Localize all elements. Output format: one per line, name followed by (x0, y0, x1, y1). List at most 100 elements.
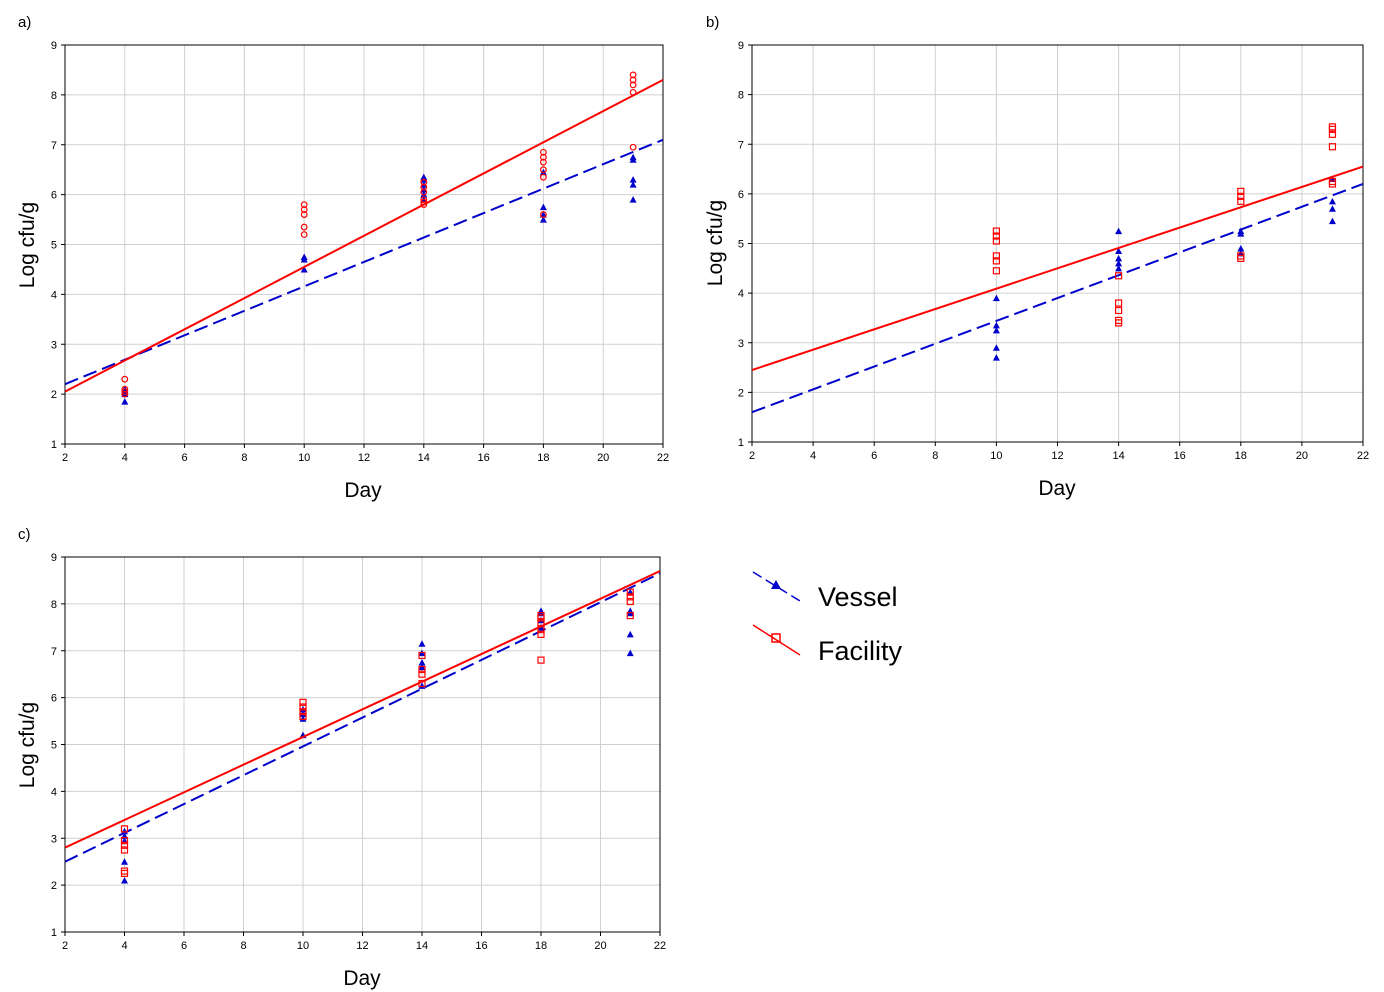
data-point-facility (626, 593, 634, 601)
fit-line-vessel (65, 572, 660, 863)
y-tick-label: 5 (738, 239, 744, 251)
y-tick-label: 2 (738, 387, 744, 399)
data-point-facility (626, 611, 634, 620)
x-tick-label: 22 (657, 452, 669, 464)
y-tick-label: 2 (51, 880, 57, 892)
data-point-facility (121, 385, 129, 393)
data-point-vessel (992, 344, 1000, 351)
data-point-facility (121, 390, 129, 398)
y-tick-label: 7 (51, 140, 57, 152)
y-tick-label: 9 (51, 552, 57, 564)
y-axis-title: Log cfu/g (704, 200, 727, 286)
x-tick-label: 22 (1357, 450, 1369, 462)
data-point-facility (1114, 272, 1123, 280)
data-point-facility (420, 178, 428, 186)
x-tick-label: 16 (477, 452, 489, 464)
data-point-facility (418, 651, 426, 660)
x-tick-label: 10 (297, 940, 309, 952)
data-point-facility (420, 183, 428, 191)
data-point-facility (629, 88, 637, 96)
data-point-vessel (1115, 227, 1123, 235)
data-point-facility (299, 708, 307, 716)
y-tick-label: 4 (738, 288, 744, 300)
data-point-vessel (121, 858, 128, 865)
fit-line-vessel (752, 183, 1363, 414)
x-tick-label: 2 (62, 940, 68, 952)
data-point-vessel (992, 294, 1000, 302)
data-point-facility (537, 611, 545, 620)
data-point-facility (626, 588, 634, 596)
data-point-facility (626, 597, 634, 606)
x-tick-label: 16 (1174, 450, 1186, 462)
y-tick-label: 3 (51, 339, 57, 351)
data-point-facility (992, 227, 1001, 235)
x-tick-label: 8 (240, 940, 246, 952)
y-tick-label: 4 (51, 786, 57, 798)
y-tick-label: 1 (51, 439, 57, 451)
data-point-facility (420, 201, 428, 209)
data-point-facility (992, 252, 1001, 260)
x-tick-label: 12 (356, 940, 368, 952)
data-layer (752, 123, 1363, 414)
data-point-facility (418, 679, 426, 688)
data-point-facility (300, 223, 308, 231)
y-tick-label: 7 (738, 139, 744, 151)
fit-line-vessel (65, 138, 663, 386)
data-point-vessel (418, 682, 426, 689)
data-point-vessel (418, 658, 426, 666)
data-point-vessel (1115, 264, 1123, 272)
data-point-facility (300, 231, 308, 238)
y-tick-label: 9 (51, 40, 57, 52)
data-point-vessel (300, 265, 308, 273)
y-tick-label: 1 (51, 927, 57, 939)
x-tick-label: 14 (416, 940, 428, 952)
y-tick-label: 6 (738, 189, 744, 201)
x-tick-label: 22 (654, 940, 666, 952)
data-point-facility (300, 211, 308, 218)
data-point-vessel (992, 326, 1000, 334)
data-point-facility (120, 841, 129, 849)
data-point-facility (540, 158, 547, 166)
x-tick-label: 2 (749, 450, 755, 462)
y-tick-label: 5 (51, 240, 57, 252)
data-point-facility (120, 867, 129, 875)
data-point-vessel (1115, 259, 1123, 267)
data-layer (65, 71, 663, 405)
panel-label: b) (706, 14, 719, 31)
data-point-facility (120, 846, 129, 854)
data-point-facility (992, 232, 1001, 240)
y-tick-label: 8 (51, 90, 57, 102)
y-tick-label: 3 (51, 833, 57, 845)
legend-vessel-line (752, 571, 801, 602)
x-tick-label: 20 (597, 452, 609, 464)
y-tick-label: 4 (51, 289, 57, 301)
x-tick-label: 16 (475, 940, 487, 952)
data-point-facility (992, 237, 1001, 245)
legend-facility-label: Facility (818, 636, 903, 666)
data-point-facility (1328, 143, 1337, 151)
data-point-vessel (629, 181, 637, 188)
x-tick-label: 8 (241, 452, 247, 464)
data-point-facility (540, 173, 547, 181)
data-point-facility (420, 198, 428, 206)
x-tick-label: 4 (122, 452, 128, 464)
x-tick-label: 14 (1112, 450, 1124, 462)
y-tick-label: 1 (738, 437, 744, 449)
x-tick-label: 18 (537, 452, 549, 464)
data-point-facility (540, 211, 547, 218)
data-point-facility (1114, 316, 1123, 325)
data-point-facility (629, 71, 637, 79)
data-point-facility (629, 81, 637, 89)
x-axis-title: Day (1038, 477, 1076, 500)
data-point-vessel (629, 153, 637, 161)
y-tick-label: 3 (738, 338, 744, 350)
data-point-vessel (121, 876, 128, 884)
data-point-facility (540, 148, 547, 156)
data-point-facility (300, 206, 308, 213)
data-point-facility (120, 836, 129, 845)
fit-line-facility (65, 570, 660, 849)
data-point-facility (300, 201, 308, 209)
data-point-vessel (418, 640, 426, 647)
